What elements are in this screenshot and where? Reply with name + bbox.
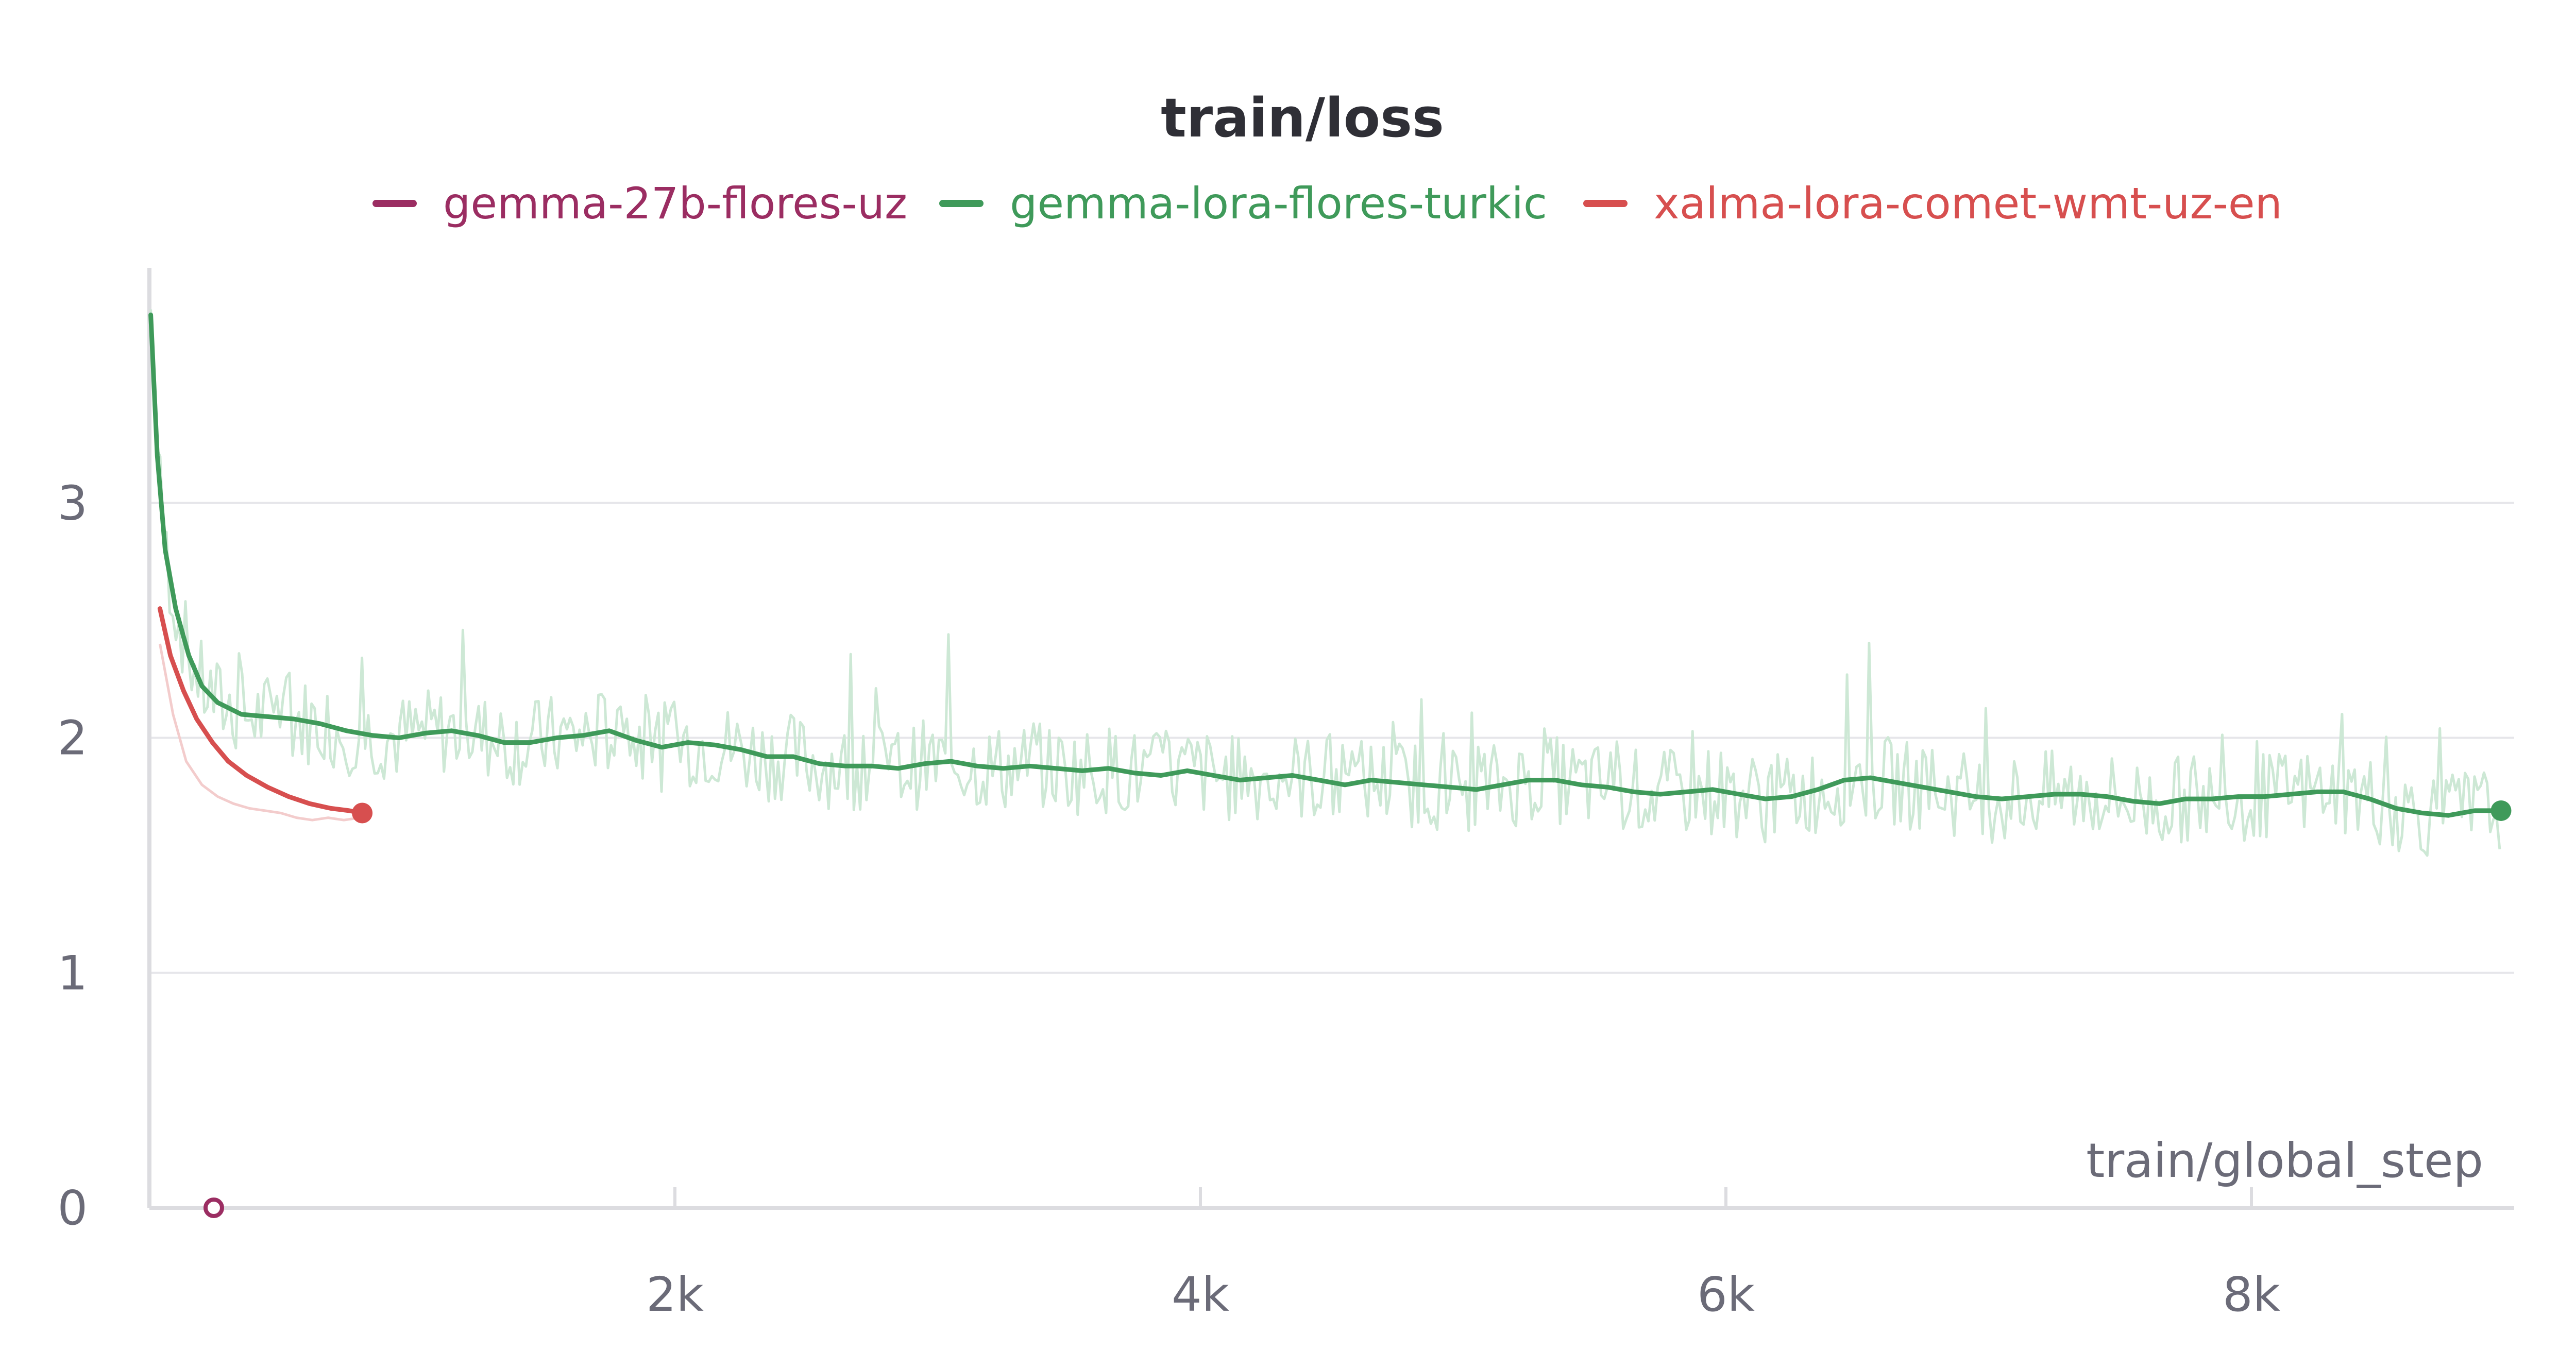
end-points — [203, 800, 2512, 1218]
raw-lines — [149, 309, 2501, 857]
series-line-2 — [157, 606, 365, 815]
legend-item-2: xalma-lora-comet-wmt-uz-en — [1583, 178, 2282, 229]
y-tick-label-2: 2 — [57, 711, 88, 766]
raw-line-1 — [149, 309, 2501, 857]
legend-item-1: gemma-lora-flores-turkic — [939, 178, 1547, 229]
series-endpoint-1 — [2490, 800, 2512, 821]
legend-label-2: xalma-lora-comet-wmt-uz-en — [1654, 178, 2282, 229]
series-line-1 — [148, 312, 2503, 818]
axes: 2k 4k 6k 8k — [147, 268, 2514, 1322]
y-tick-label-0: 0 — [57, 1181, 88, 1236]
legend: gemma-27b-flores-uz gemma-lora-flores-tur… — [372, 178, 2282, 229]
legend-label-0: gemma-27b-flores-uz — [443, 178, 907, 229]
x-tick-label-0: 2k — [646, 1267, 704, 1322]
chart-title: train/loss — [1161, 87, 1444, 149]
x-tick-label-3: 8k — [2223, 1267, 2281, 1322]
y-tick-label-1: 1 — [57, 946, 88, 1001]
x-tick-label-1: 4k — [1172, 1267, 1230, 1322]
series-endpoint-2 — [352, 802, 373, 824]
legend-item-0: gemma-27b-flores-uz — [372, 178, 907, 229]
x-tick-label-2: 6k — [1697, 1267, 1755, 1322]
x-axis-label: train/global_step — [2086, 1133, 2483, 1188]
grid: 0 1 2 3 — [57, 475, 2514, 1236]
y-tick-label-3: 3 — [57, 475, 88, 531]
legend-label-1: gemma-lora-flores-turkic — [1010, 178, 1547, 229]
smoothed-lines — [148, 312, 2503, 818]
series-point-0 — [203, 1198, 224, 1218]
raw-line-2 — [158, 643, 360, 822]
